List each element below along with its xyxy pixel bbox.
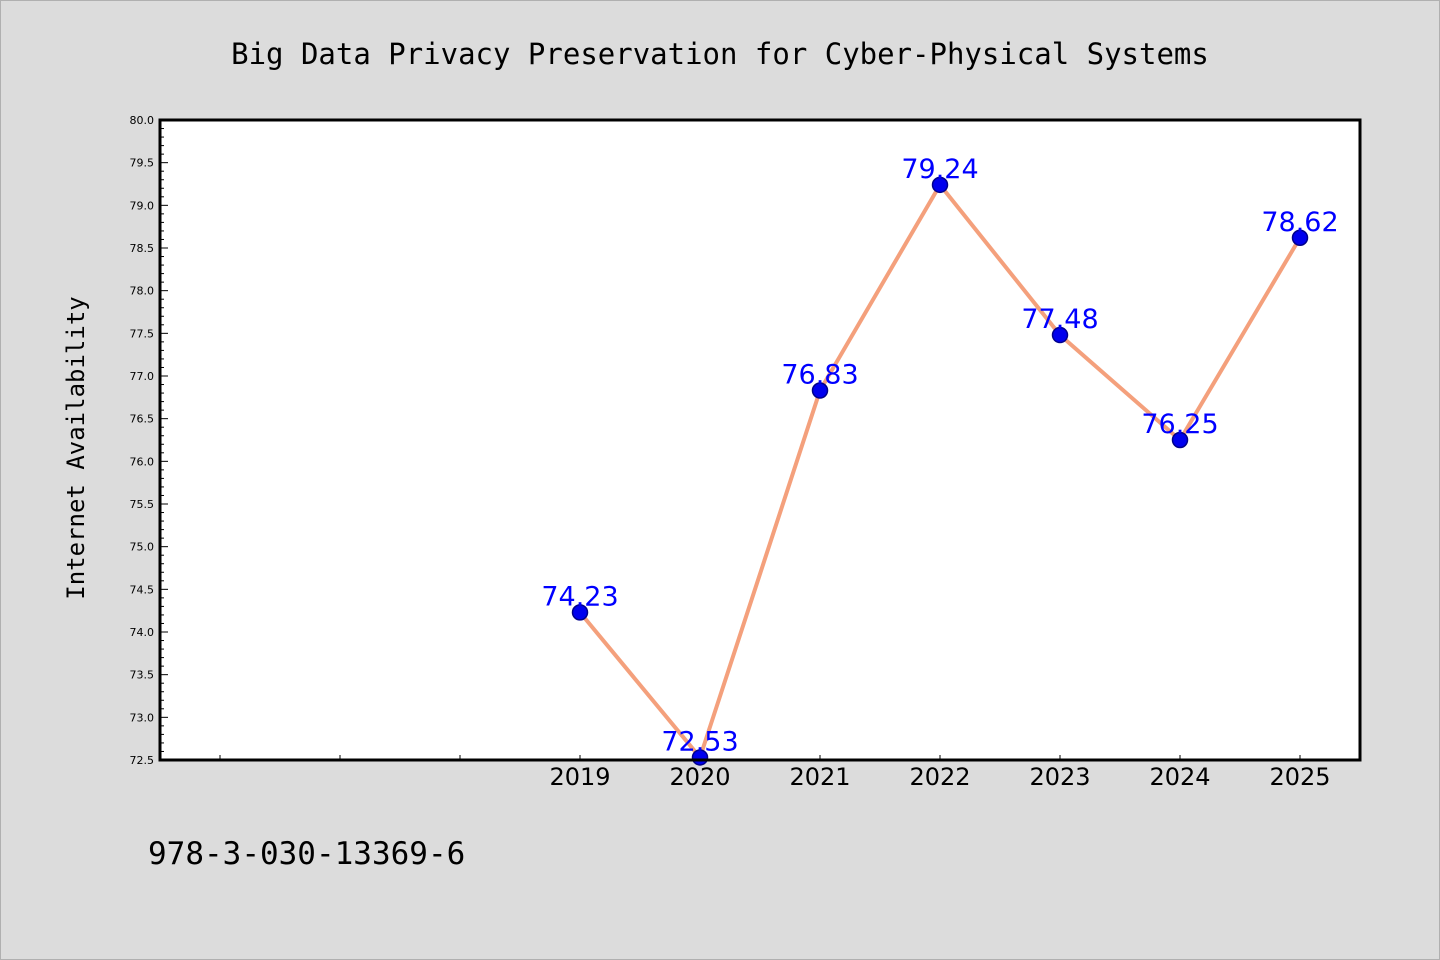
y-tick-label: 74.5 <box>130 583 155 596</box>
data-label: 74.23 <box>541 581 618 612</box>
data-label: 76.83 <box>781 360 858 391</box>
chart-title: Big Data Privacy Preservation for Cyber-… <box>231 37 1209 71</box>
y-tick-label: 79.0 <box>130 199 155 212</box>
isbn-footer: 978-3-030-13369-6 <box>148 836 465 872</box>
y-tick-label: 77.0 <box>130 370 155 383</box>
x-tick-label: 2023 <box>1029 763 1090 791</box>
data-point <box>1291 229 1309 247</box>
data-label: 72.53 <box>661 726 738 757</box>
data-point <box>571 604 589 621</box>
data-label: 79.24 <box>901 154 978 185</box>
y-tick-label: 78.0 <box>130 285 155 298</box>
data-label: 76.25 <box>1141 409 1218 440</box>
y-tick-label: 76.0 <box>130 455 155 468</box>
y-tick-label: 75.5 <box>130 498 155 511</box>
y-tick-label: 73.0 <box>130 711 155 724</box>
y-tick-label: 75.0 <box>130 541 155 554</box>
y-axis-ticks: 72.5 73.0 73.5 74.0 74.5 75.0 75.5 76.0 76.5 77.0… <box>130 114 168 767</box>
y-tick-label: 79.5 <box>130 157 155 170</box>
y-tick-label: 74.0 <box>130 626 155 639</box>
y-tick-label: 78.5 <box>130 242 155 255</box>
x-tick-label: 2019 <box>549 763 610 791</box>
y-tick-label: 72.5 <box>130 754 155 767</box>
y-tick-label: 80.0 <box>130 114 155 127</box>
x-axis-ticks: 2019 2020 2021 2022 2023 2024 2025 <box>219 755 1331 791</box>
x-tick-label: 2021 <box>789 763 850 791</box>
data-label: 78.62 <box>1261 207 1338 238</box>
x-tick-label: 2022 <box>909 763 970 791</box>
x-tick-label: 2025 <box>1269 763 1330 791</box>
data-point <box>1171 431 1189 449</box>
y-tick-label: 76.5 <box>130 413 155 426</box>
data-point <box>811 382 829 399</box>
data-point <box>1051 326 1069 344</box>
plot-border <box>158 118 1362 762</box>
data-label-group: 74.23 72.53 76.83 79.24 77.48 76.25 78.62 <box>541 154 1338 758</box>
plot-area <box>160 120 1360 760</box>
x-tick-label: 2020 <box>669 763 730 791</box>
y-tick-label: 77.5 <box>130 327 155 340</box>
data-label: 77.48 <box>1021 304 1098 335</box>
data-point <box>931 176 949 194</box>
y-tick-label: 73.5 <box>130 669 155 682</box>
y-axis-label: Internet Availability <box>62 296 90 599</box>
x-tick-label: 2024 <box>1149 763 1210 791</box>
